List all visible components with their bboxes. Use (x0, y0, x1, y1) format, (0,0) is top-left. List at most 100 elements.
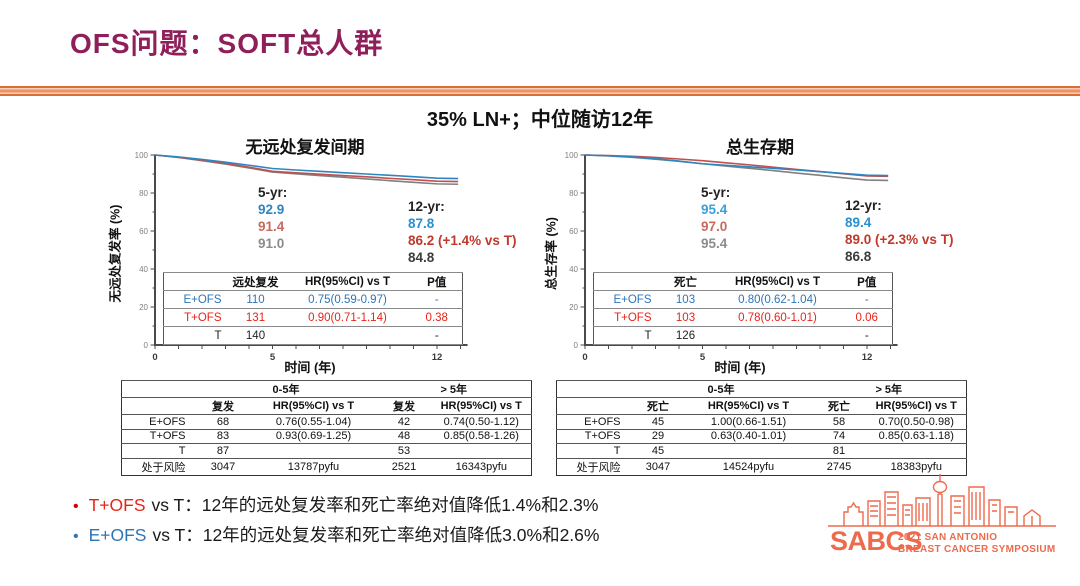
table-cell: 0.78(0.60-1.01) (713, 308, 842, 327)
header-cell: HR(95%CI) vs T (685, 397, 812, 415)
bullet-arm-label: T+OFS (88, 495, 146, 515)
sabcs-logo: SABCS 2021 SAN ANTONIO BREAST CANCER SYM… (824, 468, 1060, 578)
y-tick-label: 60 (139, 227, 148, 236)
table-cell (713, 326, 842, 345)
x-tick-label: 12 (862, 352, 873, 363)
table-row: 处于风险 3047 13787pyfu 2521 16343pyfu (121, 457, 532, 476)
table-cell: 13787pyfu (250, 457, 377, 476)
x-tick-label: 0 (152, 352, 157, 363)
y-tick-label: 100 (565, 151, 579, 160)
header-cell (121, 397, 196, 415)
header-cell: HR(95%CI) vs T (250, 397, 377, 415)
hr-table: 远处复发 HR(95%CI) vs T P值 E+OFS 110 0.75(0.59-0.… (163, 272, 463, 345)
y-tick-label: 20 (139, 303, 148, 312)
table-cell: 0.63(0.40-1.01) (685, 428, 812, 444)
x-axis-label-os: 时间 (年) (714, 360, 766, 375)
km-chart-drfi: 0 20 40 60 80 100 0 5 12 (135, 151, 468, 363)
table-cell: T+OFS (556, 428, 631, 444)
table-cell: T (593, 326, 658, 345)
header-cell: > 5年 (376, 380, 532, 398)
header-cell: P值 (841, 272, 893, 291)
header-cell: 死亡 (630, 397, 686, 415)
table-cell: - (411, 326, 463, 345)
annotation-value: 87.8 (408, 216, 435, 231)
km-curve-E+OFS (154, 154, 459, 180)
table-cell: T+OFS (121, 428, 196, 444)
sabcs-wordmark: SABCS (830, 526, 923, 556)
table-cell: - (841, 326, 893, 345)
axis-ticks (150, 154, 461, 349)
km-curve-T+OFS (154, 154, 459, 183)
table-cell: 48 (376, 428, 432, 444)
table-cell: - (841, 290, 893, 309)
table-row: E+OFS 110 0.75(0.59-0.97) - (163, 290, 463, 309)
table-cell: 0.90(0.71-1.14) (283, 308, 412, 327)
table-cell: 1.00(0.66-1.51) (685, 414, 812, 430)
table-cell: 处于风险 (121, 457, 196, 476)
table-cell: 3047 (195, 457, 251, 476)
table-header-row: 远处复发 HR(95%CI) vs T P值 (163, 272, 463, 291)
table-cell (866, 443, 967, 459)
subtitle: 35% LN+；中位随访12年 (426, 109, 654, 131)
axis-ticks (580, 154, 891, 349)
y-tick-label: 40 (569, 265, 578, 274)
sabcs-skyline-icon (828, 474, 1056, 527)
table-cell: 0.93(0.69-1.25) (250, 428, 377, 444)
header-cell: P值 (411, 272, 463, 291)
table-row: E+OFS 45 1.00(0.66-1.51) 58 0.70(0.50-0.98) (556, 414, 967, 430)
km-chart-os: 0 20 40 60 80 100 0 5 12 (565, 151, 898, 363)
table-cell: 0.75(0.59-0.97) (283, 290, 412, 309)
table-cell: 103 (657, 290, 714, 309)
table-cell: 45 (630, 443, 686, 459)
header-cell: 死亡 (657, 272, 714, 291)
table-row: T 140 - (163, 326, 463, 345)
table-row: E+OFS 68 0.76(0.55-1.04) 42 0.74(0.50-1.12) (121, 414, 532, 430)
annotation-value: 86.2 (+1.4% vs T) (408, 233, 517, 248)
table-row: T+OFS 131 0.90(0.71-1.14) 0.38 (163, 308, 463, 327)
table-row: T 45 81 (556, 443, 967, 459)
table-cell: 45 (630, 414, 686, 430)
x-axis-label-drfi: 时间 (年) (284, 360, 336, 375)
sabcs-caption-line1: 2021 SAN ANTONIO (898, 532, 998, 543)
annotation-value: 95.4 (701, 202, 728, 217)
table-row: T+OFS 29 0.63(0.40-1.01) 74 0.85(0.63-1.18) (556, 428, 967, 444)
annotation-value: 92.9 (258, 202, 285, 217)
table-cell: 110 (227, 290, 284, 309)
km-curve-E+OFS (584, 154, 889, 177)
x-tick-label: 0 (582, 352, 587, 363)
header-cell: 死亡 (811, 397, 867, 415)
bullet-text: vs T：12年的远处复发率和死亡率绝对值降低3.0%和2.6% (152, 525, 600, 545)
header-cell: 复发 (195, 397, 251, 415)
table-row: T 87 53 (121, 443, 532, 459)
y-tick-label: 0 (574, 341, 579, 350)
annotation-5yr-drfi: 5-yr: 92.9 91.4 91.0 (258, 184, 287, 252)
bullet-text: vs T：12年的远处复发率和死亡率绝对值降低1.4%和2.3% (151, 495, 599, 515)
table-cell: 0.38 (411, 308, 463, 327)
y-tick-label: 60 (569, 227, 578, 236)
table-cell: 58 (811, 414, 867, 430)
annotation-12yr-os: 12-yr: 89.4 89.0 (+2.3% vs T) 86.8 (845, 197, 953, 265)
y-tick-label: 40 (139, 265, 148, 274)
chart-title-drfi: 无远处复发间期 (245, 138, 365, 157)
annotation-value: 89.4 (845, 215, 872, 230)
bullet-arm-label: E+OFS (88, 525, 147, 545)
annotation-value: 91.0 (258, 236, 285, 251)
y-tick-label: 80 (569, 189, 578, 198)
bullet-marker: • (73, 498, 79, 515)
page-title: OFS问题：SOFT总人群 (70, 28, 384, 59)
table-cell: 74 (811, 428, 867, 444)
table-cell: 131 (227, 308, 284, 327)
header-cell (556, 380, 631, 398)
table-cell: 103 (657, 308, 714, 327)
table-row: T+OFS 83 0.93(0.69-1.25) 48 0.85(0.58-1.26) (121, 428, 532, 444)
table-cell: 126 (657, 326, 714, 345)
table-cell: 68 (195, 414, 251, 430)
hr-table: 死亡 HR(95%CI) vs T P值 E+OFS 103 0.80(0.62-1.04… (593, 272, 893, 345)
x-tick-label: 12 (432, 352, 443, 363)
table-row: 处于风险 3047 14524pyfu 2745 18383pyfu (556, 457, 967, 476)
header-cell: HR(95%CI) vs T (713, 272, 842, 291)
chart-title-os: 总生存期 (726, 138, 794, 157)
table-cell: T+OFS (163, 308, 228, 327)
table-cell: 0.06 (841, 308, 893, 327)
